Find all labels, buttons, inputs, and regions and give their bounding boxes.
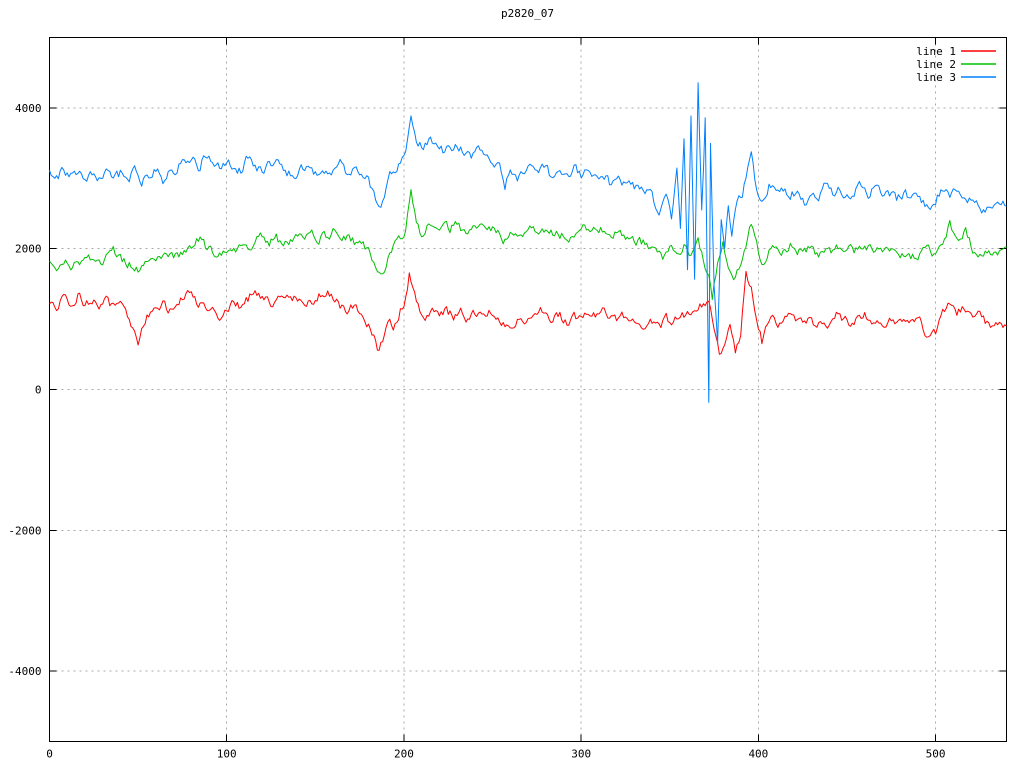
y-tick-label: 0: [35, 384, 42, 397]
chart-title: p2820_07: [501, 7, 554, 20]
legend-label-3: line 3: [916, 71, 956, 84]
axes: [49, 37, 1007, 742]
x-tick-label: 300: [571, 748, 591, 761]
y-tick-label: -4000: [8, 665, 41, 678]
legend-label-2: line 2: [916, 58, 956, 71]
y-tick-label: 4000: [15, 102, 42, 115]
plot-border: [49, 37, 1007, 742]
y-tick-label: 2000: [15, 243, 42, 256]
x-tick-label: 400: [748, 748, 768, 761]
x-tick-label: 200: [394, 748, 414, 761]
y-tick-label: -2000: [8, 524, 41, 537]
series-line-3: [49, 82, 1007, 403]
x-tick-label: 100: [217, 748, 237, 761]
legend-label-1: line 1: [916, 45, 956, 58]
tick-labels: 0 100 200 300 400 500 -4000 -2000 0 2000 4000: [8, 102, 945, 761]
series-line-2: [49, 189, 1007, 300]
x-tick-label: 0: [46, 748, 53, 761]
x-tick-label: 500: [926, 748, 946, 761]
series-line-1: [49, 270, 1007, 355]
gridlines: [49, 37, 1007, 742]
